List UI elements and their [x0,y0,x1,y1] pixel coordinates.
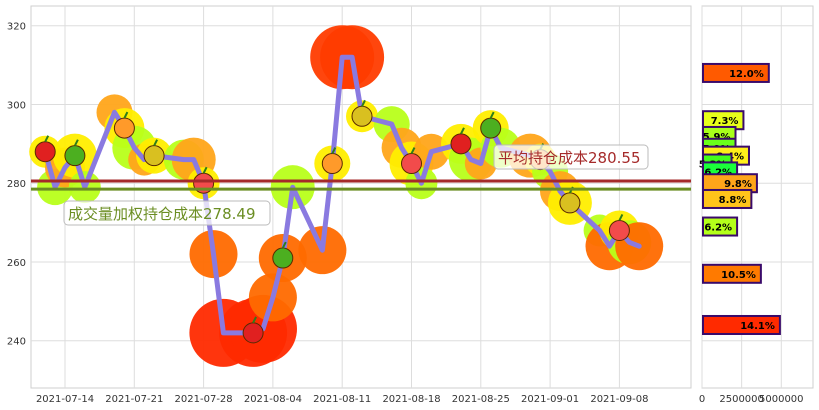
fruit-stem-icon [618,214,624,221]
histogram-bar-label: 12.0% [729,69,764,80]
fruit-stem-icon [44,135,50,143]
fruit-icon [242,322,264,344]
histogram-bar-label: 8.8% [719,195,747,206]
histogram-bar-label: 6.2% [704,167,732,178]
fruit-icon [608,219,630,241]
fruit-icon [401,153,422,175]
histogram-bar [702,188,753,209]
cost-annotation-box [63,200,271,226]
x-tick-label: 2021-08-04 [244,394,302,405]
fruit-icon [64,145,86,167]
histogram-x-tick-label: 0 [699,394,705,405]
x-tick-label: 2021-07-14 [36,394,94,405]
fruit-stem-icon [460,127,465,135]
fruit-icon [272,247,294,269]
histogram-bars: 12.0%7.3%5.9%5.9%8.4%5.3%6.2%9.8%8.8%6.2… [699,62,781,335]
fruit-stem-icon [281,241,287,249]
histogram-bar [702,263,762,284]
histogram-bar-label: 5.9% [703,132,731,143]
main-x-ticks: 2021-07-14 2021-07-21 2021-07-28 2021-08-04… [36,394,649,405]
fruit-icon [143,145,165,167]
y-tick-label: 280 [7,179,26,190]
x-tick-label: 2021-08-11 [313,394,371,405]
x-tick-label: 2021-07-28 [175,394,233,405]
histogram-bar-label: 6.2% [704,223,732,234]
histogram-bar-label: 10.5% [721,270,756,281]
histogram-bar-label: 7.3% [711,116,739,127]
fruit-stem-icon [410,147,416,154]
fruit-stem-icon [123,111,129,119]
cost-annotation-label: 成交量加权持仓成本278.49 [68,205,256,223]
fruit-icon [480,117,502,139]
histogram-bar [702,314,781,335]
cost-annotation-box [493,144,649,170]
histogram-x-tick-label: 5000000 [759,394,804,405]
fruit-icon [113,117,135,139]
fruit-stem-icon [252,316,257,324]
histogram-bar [702,62,770,83]
main-y-ticks: 240 260 280 300 320 [7,22,26,348]
x-tick-label: 2021-07-21 [105,394,163,405]
y-tick-label: 300 [7,100,26,111]
fruit-stem-icon [331,147,337,154]
x-tick-label: 2021-09-08 [590,394,648,405]
main-plot: 平均持仓成本280.55 成交量加权持仓成本278.49 240 260 280 300… [7,5,692,405]
fruit-icon [450,133,472,155]
fruit-stem-icon [489,111,495,119]
cost-annotation-label: 平均持仓成本280.55 [498,149,641,167]
x-tick-label: 2021-08-18 [382,394,440,405]
fruit-stem-icon [74,139,79,147]
histogram-x-tick-label: 2500000 [719,394,764,405]
histogram-bar [702,216,739,237]
fruit-icon [351,105,373,127]
fruit-icon [559,192,581,214]
fruit-stem-icon [361,99,366,107]
fruit-icon [34,141,56,163]
volume-histogram: 12.0%7.3%5.9%5.9%8.4%5.3%6.2%9.8%8.8%6.2… [699,5,814,405]
y-tick-label: 240 [7,337,26,348]
y-tick-label: 320 [7,22,26,33]
histogram-bar-label: 14.1% [740,321,775,332]
histogram-bar-label: 9.8% [724,179,752,190]
fruit-stem-icon [202,166,208,174]
x-tick-label: 2021-09-01 [521,394,579,405]
fruit-icon [321,153,343,175]
y-tick-label: 260 [7,258,26,269]
fruit-stem-icon [153,139,158,147]
cost-lines: 平均持仓成本280.55 成交量加权持仓成本278.49 [31,144,691,226]
x-tick-label: 2021-08-25 [452,394,510,405]
